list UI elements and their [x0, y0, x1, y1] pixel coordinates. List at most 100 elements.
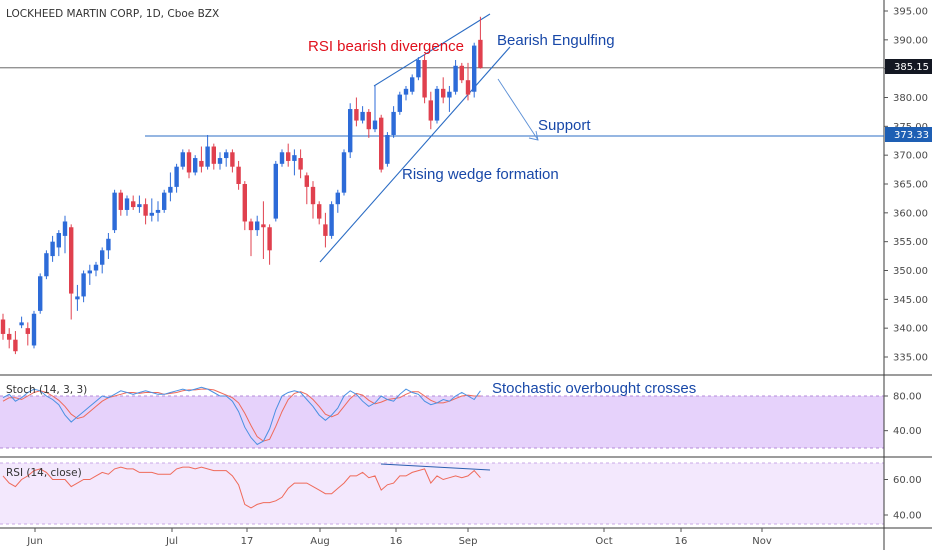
time-tick-label: 16	[390, 536, 403, 547]
candle-body	[379, 117, 384, 170]
rsi-tick-label: 60.00	[893, 475, 922, 486]
candle-body	[131, 201, 136, 208]
candles	[0, 16, 483, 355]
rsi-series-line	[2, 466, 481, 509]
price-tick-label: 370.00	[893, 151, 928, 162]
candle-body	[155, 209, 161, 213]
stoch-tick-label: 80.00	[893, 392, 922, 403]
candle-body	[0, 319, 6, 334]
candle-body	[44, 253, 49, 277]
arrow-head-support	[528, 130, 539, 141]
candle-body	[428, 100, 433, 121]
candle-body	[106, 238, 111, 251]
time-tick-label: Nov	[752, 536, 772, 547]
candle-body	[62, 221, 68, 236]
candle-body	[230, 152, 235, 167]
candle-body	[118, 192, 123, 210]
candle-body	[50, 241, 55, 257]
candle-body	[341, 152, 347, 193]
price-tick-label: 345.00	[893, 295, 928, 306]
candle-body	[441, 88, 446, 98]
candle-body	[304, 175, 309, 187]
candle-body	[478, 39, 483, 68]
current-price-tag	[885, 59, 932, 74]
candle-body	[465, 80, 471, 95]
price-tick-label: 350.00	[893, 266, 928, 277]
candle-body	[124, 198, 130, 210]
candle-body	[100, 250, 105, 265]
support-price-tag	[885, 127, 932, 142]
rsi-label: RSI (14, close)	[6, 467, 82, 479]
stoch-label: Stoch (14, 3, 3)	[6, 384, 87, 396]
candle-body	[453, 65, 458, 92]
candle-body	[472, 45, 477, 92]
candle-body	[459, 65, 464, 81]
candle-body	[360, 111, 365, 121]
time-axis-ticks[interactable]: Jun Jul 17 Aug 16 Sep Oct 16 Nov	[26, 528, 772, 547]
price-tick-label: 365.00	[893, 180, 928, 191]
candle-body	[255, 221, 260, 231]
horizontal-lines	[0, 67, 884, 137]
candle-body	[186, 152, 192, 173]
candle-body	[273, 163, 278, 219]
arrow-to-support	[497, 78, 539, 141]
candle-body	[19, 322, 24, 326]
candle-body	[354, 109, 359, 121]
candle-body	[391, 111, 396, 135]
candle-body	[416, 60, 421, 78]
stoch-k-line	[2, 386, 481, 446]
annotation-stoch-crosses: Stochastic overbought crosses	[492, 380, 696, 397]
candle-body	[7, 333, 12, 340]
time-tick-label: Jun	[26, 536, 43, 547]
candle-body	[279, 152, 285, 164]
candle-body	[434, 88, 440, 121]
price-tick-label: 355.00	[893, 237, 928, 248]
rsi-line	[2, 466, 481, 509]
annotation-rising-wedge: Rising wedge formation	[402, 166, 559, 183]
chart-title: LOCKHEED MARTIN CORP, 1D, Cboe BZX	[6, 8, 219, 20]
candle-body	[180, 152, 185, 167]
candle-body	[87, 270, 92, 274]
candle-body	[348, 109, 353, 153]
candle-body	[211, 146, 216, 164]
candle-body	[286, 152, 291, 161]
wedge-upper-line[interactable]	[373, 13, 491, 87]
time-tick-label: 17	[241, 536, 254, 547]
stoch-d-line	[2, 388, 481, 442]
rsi-tick-label: 40.00	[893, 511, 922, 522]
candle-body	[329, 204, 334, 236]
candle-body	[69, 227, 74, 294]
candle-body	[224, 152, 229, 159]
candle-body	[242, 184, 247, 222]
candle-body	[199, 160, 204, 167]
candle-body	[335, 192, 340, 205]
time-tick-label: 16	[675, 536, 688, 547]
candle-body	[168, 186, 173, 193]
candle-body	[317, 204, 322, 219]
candle-body	[323, 224, 328, 236]
candle-body	[75, 296, 80, 300]
candle-body	[298, 158, 303, 170]
candle-body	[174, 166, 179, 187]
candle-body	[162, 192, 167, 210]
price-tick-label: 395.00	[893, 7, 928, 18]
candle-body	[13, 339, 18, 352]
stoch-lines	[2, 386, 481, 446]
stoch-tick-label: 40.00	[893, 426, 922, 437]
drawings	[319, 13, 539, 471]
annotation-rsi-divergence: RSI bearish divergence	[308, 38, 464, 55]
wedge-lower-line[interactable]	[319, 46, 511, 263]
candle-body	[143, 204, 148, 216]
candle-body	[447, 91, 452, 98]
candle-body	[422, 60, 427, 98]
rsi-divergence-line[interactable]	[380, 463, 491, 471]
candle-body	[372, 120, 378, 130]
current-price-label: 385.15	[894, 62, 929, 73]
candle-body	[217, 158, 223, 164]
candle-body	[93, 264, 99, 271]
candle-body	[261, 224, 266, 228]
rsi-band	[0, 463, 884, 524]
annotation-bearish-engulfing: Bearish Engulfing	[497, 32, 615, 49]
candle-body	[81, 273, 86, 297]
price-tick-label: 360.00	[893, 208, 928, 219]
